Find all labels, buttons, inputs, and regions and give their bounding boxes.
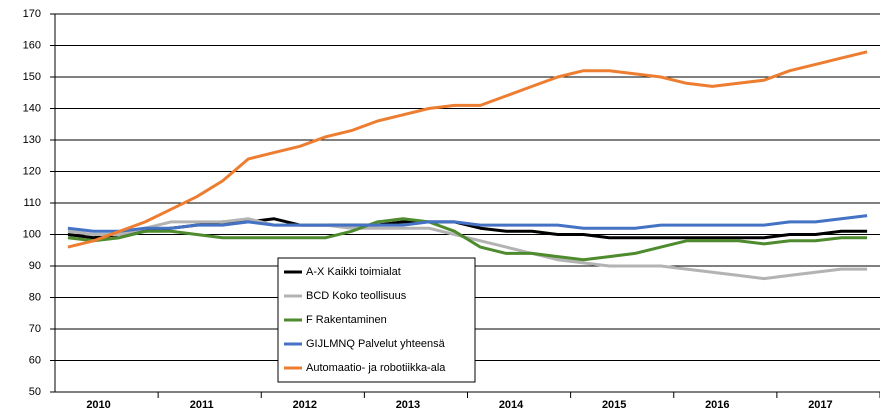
x-tick-label: 2014 <box>499 399 524 411</box>
y-tick-label: 120 <box>23 165 41 177</box>
y-tick-label: 130 <box>23 134 41 146</box>
series-line <box>67 214 868 233</box>
legend-label: BCD Koko teollisuus <box>306 290 407 302</box>
series-line <box>67 50 868 249</box>
y-tick-label: 140 <box>23 102 41 114</box>
y-tick-label: 150 <box>23 71 41 83</box>
legend-label: A-X Kaikki toimialat <box>306 266 401 278</box>
x-tick-label: 2016 <box>705 399 729 411</box>
y-tick-label: 50 <box>29 386 41 398</box>
x-tick-label: 2013 <box>396 399 420 411</box>
legend-label: Automaatio- ja robotiikka-ala <box>306 362 446 374</box>
y-tick-label: 160 <box>23 39 41 51</box>
x-tick-label: 2011 <box>190 399 214 411</box>
y-tick-label: 90 <box>29 260 41 272</box>
x-tick-label: 2010 <box>86 399 110 411</box>
y-tick-label: 110 <box>23 197 41 209</box>
y-tick-label: 60 <box>29 354 41 366</box>
legend-label: GIJLMNQ Palvelut yhteensä <box>306 338 446 350</box>
y-tick-label: 100 <box>23 228 41 240</box>
x-tick-label: 2017 <box>808 399 832 411</box>
series-line <box>67 217 868 262</box>
legend-label: F Rakentaminen <box>306 314 387 326</box>
x-tick-label: 2015 <box>602 399 626 411</box>
y-tick-label: 70 <box>29 323 41 335</box>
y-tick-label: 80 <box>29 291 41 303</box>
y-tick-label: 170 <box>23 8 41 20</box>
legend-box <box>277 257 476 383</box>
x-tick-label: 2012 <box>293 399 317 411</box>
